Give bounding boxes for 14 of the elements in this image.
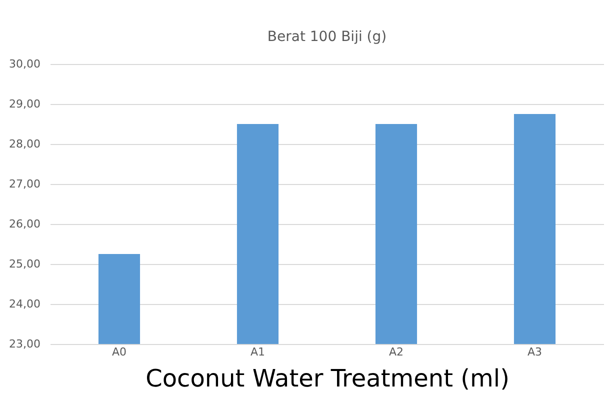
x-tick-label: A1 [250, 346, 266, 358]
x-tick-label: A0 [112, 346, 127, 358]
y-tick-label: 24,00 [9, 298, 40, 310]
y-tick-label: 29,00 [9, 98, 40, 110]
y-tick-label: 27,00 [9, 178, 40, 190]
y-tick-label: 30,00 [9, 58, 40, 70]
x-tick-label: A3 [527, 346, 542, 358]
y-tick-label: 23,00 [9, 338, 40, 350]
y-tick-label: 25,00 [9, 258, 40, 270]
y-tick-label: 26,00 [9, 218, 40, 230]
x-tick-label: A2 [388, 346, 404, 358]
chart-title: Berat 100 Biji (g) [267, 29, 387, 45]
y-tick-label: 28,00 [9, 138, 40, 150]
x-axis-title: Coconut Water Treatment (ml) [146, 364, 510, 392]
